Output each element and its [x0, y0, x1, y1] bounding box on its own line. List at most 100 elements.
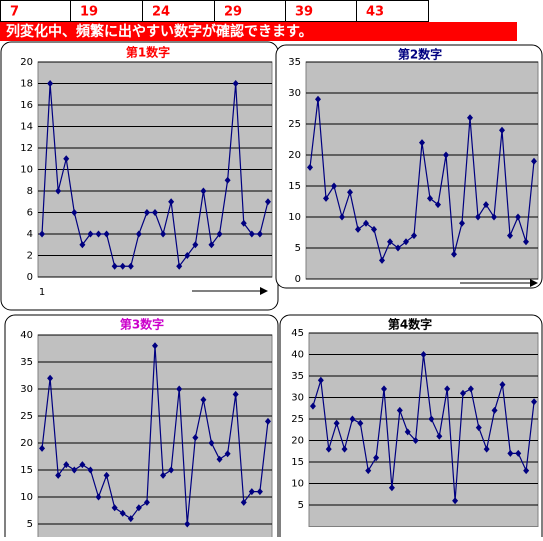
y-tick-label: 30 [20, 384, 33, 395]
y-tick-label: 10 [288, 212, 301, 223]
y-tick-label: 2 [27, 251, 33, 262]
y-tick-label: 20 [20, 438, 33, 449]
marker [216, 455, 223, 463]
marker [232, 390, 239, 398]
y-tick-label: 35 [20, 357, 33, 368]
marker [135, 230, 142, 238]
banner: 列変化中、頻繁に出やすい数字が確認できます。 [6, 23, 313, 40]
marker [111, 504, 118, 512]
marker [232, 80, 239, 87]
marker [419, 139, 425, 147]
marker [379, 256, 385, 264]
y-tick-label: 15 [291, 457, 304, 468]
plot-area [308, 332, 539, 527]
y-tick-label: 5 [295, 243, 301, 254]
plot-area [305, 61, 539, 280]
marker [95, 493, 102, 501]
y-tick-label: 25 [288, 119, 301, 130]
marker [444, 385, 451, 393]
marker [323, 194, 329, 202]
y-tick-label: 45 [291, 328, 304, 339]
marker [365, 467, 372, 475]
marker [160, 230, 167, 238]
marker [71, 466, 78, 474]
y-tick-label: 20 [288, 150, 301, 161]
marker [240, 498, 247, 506]
y-tick-label: 15 [288, 181, 301, 192]
marker [152, 209, 158, 216]
marker [168, 466, 175, 474]
marker [216, 230, 223, 238]
marker [309, 402, 316, 410]
marker [325, 445, 332, 453]
marker [412, 437, 419, 444]
marker [403, 238, 409, 246]
marker [475, 213, 481, 221]
marker [103, 230, 110, 238]
marker [388, 484, 395, 492]
marker [331, 182, 337, 190]
marker [240, 219, 247, 227]
marker [459, 389, 466, 397]
marker [349, 415, 356, 423]
marker [341, 445, 348, 453]
y-tick-label: 10 [20, 492, 33, 503]
y-tick-label: 20 [20, 57, 33, 68]
marker [467, 114, 473, 122]
marker [499, 126, 505, 134]
marker [55, 187, 62, 195]
marker [176, 262, 183, 270]
chart-title: 第3数字 [120, 317, 164, 332]
marker [79, 461, 86, 469]
marker [475, 424, 482, 432]
marker [459, 219, 465, 227]
marker [127, 262, 134, 270]
marker [55, 471, 62, 479]
marker [411, 232, 417, 240]
y-tick-label: 5 [298, 500, 304, 511]
marker [87, 466, 94, 474]
marker [531, 157, 537, 165]
marker [499, 381, 506, 389]
marker [428, 415, 435, 423]
header-value: 24 [152, 5, 170, 20]
header-value: 43 [366, 5, 384, 20]
marker [347, 188, 353, 196]
marker [357, 419, 364, 427]
x-tick-label: 1 [39, 287, 45, 298]
marker [176, 385, 183, 393]
marker [507, 232, 513, 240]
marker [381, 385, 388, 393]
y-tick-label: 20 [291, 436, 304, 447]
marker [200, 187, 207, 195]
marker [119, 509, 126, 517]
y-tick-label: 5 [27, 519, 33, 530]
marker [208, 241, 215, 249]
chart-title: 第2数字 [398, 47, 442, 62]
y-tick-label: 8 [27, 186, 33, 197]
marker [387, 238, 393, 246]
marker [515, 449, 522, 457]
marker [192, 241, 199, 249]
marker [363, 219, 369, 227]
header-value: 7 [10, 5, 19, 20]
marker [200, 396, 207, 404]
marker [79, 241, 86, 249]
marker [491, 213, 497, 221]
marker [143, 498, 150, 506]
marker [248, 488, 255, 496]
marker [47, 374, 54, 382]
plot-area [37, 334, 273, 541]
chart-title: 第1数字 [126, 45, 170, 60]
marker [184, 252, 191, 259]
marker [317, 376, 324, 384]
marker [427, 194, 433, 202]
marker [71, 209, 78, 216]
header-value: 19 [80, 5, 98, 20]
header-cell [356, 0, 429, 22]
marker [523, 238, 529, 246]
marker [515, 213, 521, 221]
marker [224, 450, 231, 458]
marker [451, 250, 457, 258]
